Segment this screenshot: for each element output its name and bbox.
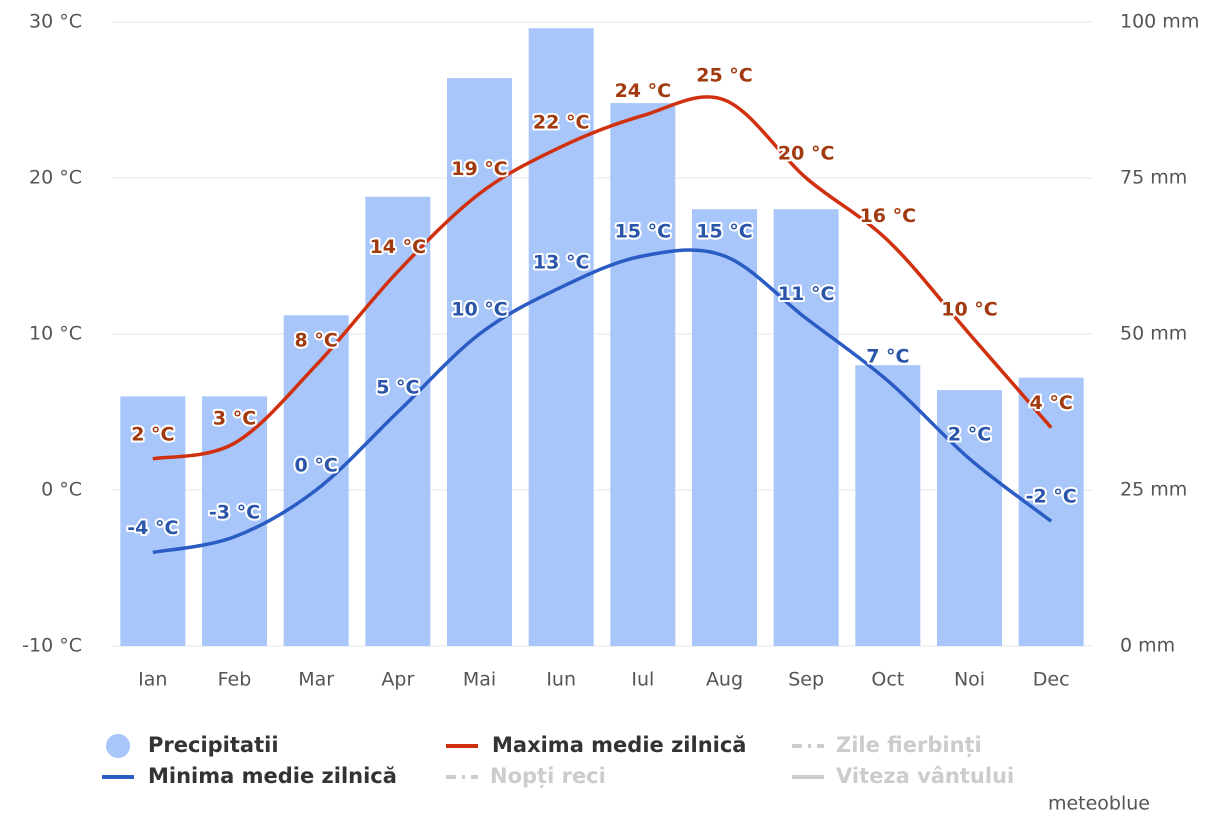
y2-tick-label: 0 mm	[1120, 635, 1175, 657]
legend-label: Nopți reci	[490, 764, 606, 789]
bar	[283, 315, 349, 646]
bar	[447, 78, 512, 646]
bar	[365, 196, 431, 646]
line	[152, 95, 1053, 461]
y-tick-label: 30 °C	[29, 11, 82, 33]
x-tick-label: Feb	[218, 669, 252, 691]
y-tick-label: 0 °C	[41, 479, 82, 501]
bar	[1018, 377, 1084, 646]
data-label: 16 °C	[860, 205, 917, 227]
x-tick-label: Iun	[546, 669, 576, 691]
data-label: 3 °C	[213, 408, 256, 430]
x-tick-label: Mai	[463, 669, 496, 691]
data-label: 8 °C	[295, 330, 338, 352]
legend-symbol	[106, 734, 130, 758]
y2-tick-label: 50 mm	[1120, 323, 1187, 345]
data-label: 2 °C	[131, 423, 174, 445]
data-label: 22 °C	[533, 111, 590, 133]
y-tick-label: 10 °C	[29, 323, 82, 345]
data-label: 4 °C	[1030, 392, 1073, 414]
bar	[773, 209, 839, 646]
data-label: -3 °C	[209, 501, 260, 523]
credit: meteoblue	[1048, 793, 1150, 815]
bar	[937, 390, 1002, 646]
x-tick-label: Apr	[381, 669, 414, 691]
bar	[610, 103, 676, 647]
grid	[112, 21, 1092, 647]
x-tick-label: Aug	[706, 669, 743, 691]
data-label: 13 °C	[533, 252, 590, 274]
legend-label: Minima medie zilnică	[148, 764, 397, 788]
bar	[202, 396, 267, 646]
data-label: 10 °C	[941, 299, 998, 321]
bar	[692, 209, 757, 646]
x-tick-label: Oct	[871, 669, 904, 691]
x-tick-label: Noi	[954, 669, 985, 691]
data-label: 10 °C	[451, 299, 508, 321]
x-tick-label: Mar	[298, 669, 334, 691]
line	[152, 248, 1053, 555]
bar	[120, 396, 186, 646]
bar	[528, 28, 594, 647]
data-label: 14 °C	[370, 236, 427, 258]
data-label: 19 °C	[451, 158, 508, 180]
data-label: -4 °C	[127, 517, 178, 539]
data-label: 5 °C	[376, 377, 419, 399]
data-label: -2 °C	[1026, 486, 1077, 508]
data-label: 24 °C	[615, 80, 672, 102]
x-tick-label: Dec	[1033, 669, 1070, 691]
data-label: 11 °C	[778, 283, 835, 305]
data-label: 15 °C	[696, 221, 753, 243]
y2-tick-label: 75 mm	[1120, 167, 1187, 189]
bar	[855, 365, 921, 646]
y-tick-label: -10 °C	[22, 635, 82, 657]
data-label: 20 °C	[778, 143, 835, 165]
data-label: 25 °C	[696, 65, 753, 87]
y2-tick-label: 100 mm	[1120, 11, 1199, 33]
y-tick-label: 20 °C	[29, 167, 82, 189]
legend-label: Viteza vântului	[836, 764, 1014, 788]
x-tick-label: Ian	[138, 669, 167, 691]
legend-label: Zile fierbinți	[836, 733, 982, 758]
data-label: 7 °C	[866, 345, 909, 367]
data-label: 2 °C	[948, 423, 991, 445]
legend-label: Maxima medie zilnică	[492, 733, 746, 757]
data-label: 0 °C	[295, 455, 338, 477]
legend-label: Precipitatii	[148, 733, 279, 757]
data-label: 15 °C	[615, 221, 672, 243]
y2-tick-label: 25 mm	[1120, 479, 1187, 501]
x-tick-label: Sep	[788, 669, 824, 691]
x-tick-label: Iul	[631, 669, 654, 691]
